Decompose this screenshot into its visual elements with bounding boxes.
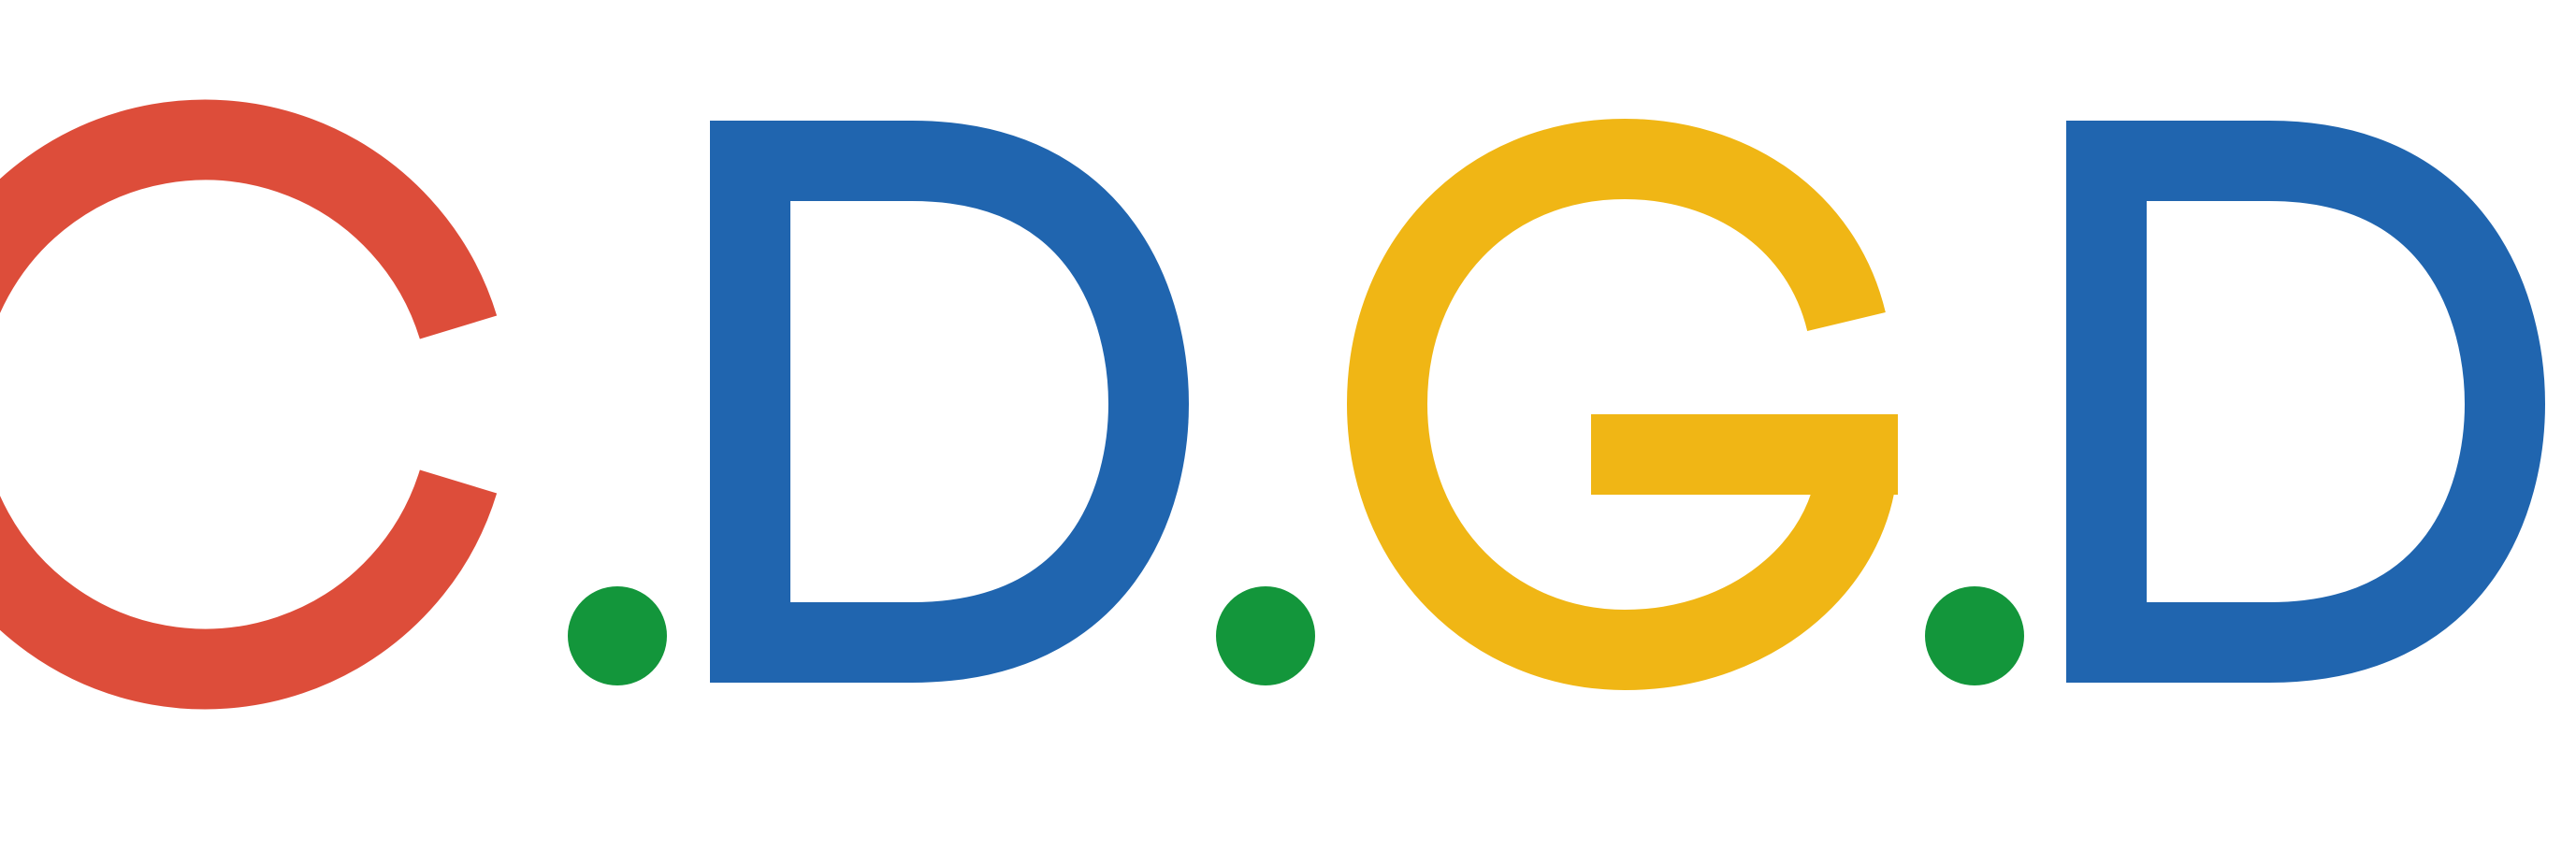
logo-letter-g bbox=[1346, 118, 1898, 691]
logo-letter-c bbox=[0, 99, 498, 710]
logo-dot bbox=[568, 586, 667, 685]
logo-letter-d bbox=[2066, 121, 2546, 683]
logo-dot bbox=[1925, 586, 2024, 685]
logo-dot bbox=[1216, 586, 1315, 685]
logo-letter-d bbox=[710, 121, 1190, 683]
